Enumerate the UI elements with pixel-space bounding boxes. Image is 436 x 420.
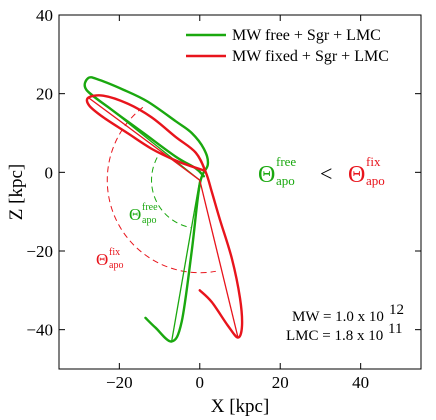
x-tick-label: 40 (352, 373, 369, 392)
y-tick-label: 40 (36, 6, 53, 25)
y-tick-label: −40 (26, 321, 53, 340)
arc-fix-theta: Θ (96, 250, 108, 269)
orbit-line-free (83, 76, 210, 343)
theta-free-symbol: Θ (258, 162, 275, 188)
x-axis-title: X [kpc] (211, 396, 270, 417)
axis-tick-labels: −20 0 20 40 −40 −20 0 20 40 (26, 6, 369, 392)
arc-fix-sub: apo (109, 260, 123, 271)
legend-label-fixed: MW fixed + Sgr + LMC (232, 48, 389, 65)
y-tick-label: 0 (45, 163, 54, 182)
y-axis-title: Z [kpc] (6, 164, 27, 220)
arc-label-free: Θ free apo (129, 202, 158, 226)
orbit-series (83, 76, 244, 343)
theta-comparison: Θ free apo < Θ fix apo (258, 154, 385, 188)
mass-note: MW = 1.0 x 10 12 LMC = 1.8 x 10 11 (286, 302, 404, 344)
lmc-mass-text: LMC = 1.8 x 10 (286, 328, 383, 344)
comparison-symbol: < (320, 161, 332, 186)
theta-fix-sup: fix (366, 154, 381, 169)
theta-fix-symbol: Θ (348, 162, 365, 188)
arc-free-sup: free (142, 202, 158, 213)
theta-free-sub: apo (276, 173, 295, 188)
apocenter-arc-fixed (106, 106, 216, 274)
arc-free-theta: Θ (129, 205, 141, 224)
y-tick-label: 20 (36, 85, 53, 104)
legend-label-free: MW free + Sgr + LMC (232, 27, 381, 44)
y-tick-label: −20 (26, 242, 53, 261)
x-tick-label: 20 (272, 373, 289, 392)
lmc-mass-exp: 11 (388, 321, 402, 337)
apocenter-arc-free (151, 157, 192, 229)
arc-fix-sup: fix (109, 247, 120, 258)
x-tick-label: 0 (196, 373, 205, 392)
mw-mass-text: MW = 1.0 x 10 (292, 309, 384, 325)
plot-frame (58, 14, 422, 370)
orbit-line-fixed (85, 94, 244, 339)
legend: MW free + Sgr + LMC MW fixed + Sgr + LMC (186, 27, 389, 65)
axis-ticks (59, 14, 421, 369)
arc-label-fixed: Θ fix apo (96, 247, 123, 271)
theta-fix-sub: apo (366, 173, 385, 188)
radial-line-fixed (199, 180, 239, 338)
theta-free-sup: free (276, 154, 296, 169)
mw-mass-exp: 12 (389, 302, 404, 318)
x-tick-label: −20 (106, 373, 133, 392)
arc-free-sub: apo (142, 215, 156, 226)
apocenter-angle-arcs (106, 106, 216, 274)
radial-line-free (170, 180, 201, 342)
radial-line-fixed (87, 97, 201, 181)
